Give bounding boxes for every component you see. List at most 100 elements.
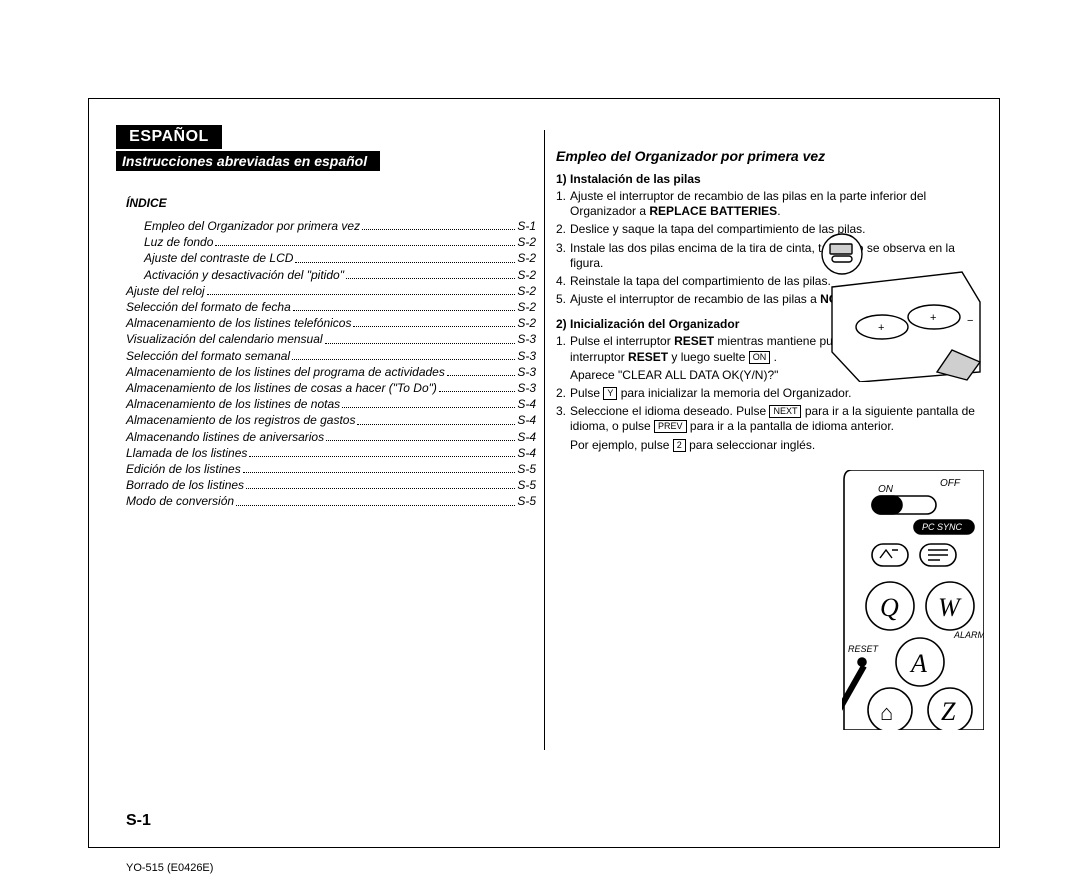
index-page: S-2: [517, 234, 536, 250]
step-number: 2.: [556, 386, 570, 401]
index-row: Llamada de los listinesS-4: [126, 445, 536, 461]
index-row: Almacenamiento de los listines del progr…: [126, 364, 536, 380]
off-label: OFF: [940, 478, 961, 489]
index-page: S-4: [517, 412, 536, 428]
index-dots: [447, 364, 515, 376]
index-label: Almacenamiento de los listines telefónic…: [126, 315, 351, 331]
house-icon: ⌂: [880, 700, 893, 725]
step-text: Por ejemplo, pulse 2 para seleccionar in…: [570, 438, 984, 453]
index-page: S-2: [517, 299, 536, 315]
index-dots: [439, 380, 515, 392]
index-page: S-3: [517, 348, 536, 364]
language-label: ESPAÑOL: [116, 125, 222, 149]
step-number: 3.: [556, 241, 570, 271]
index-dots: [325, 331, 516, 343]
index-heading: Índice: [126, 196, 536, 210]
on-label: ON: [878, 484, 894, 495]
index-label: Empleo del Organizador por primera vez: [144, 218, 360, 234]
doc-id: YO-515 (E0426E): [126, 862, 213, 874]
index-row: Almacenamiento de los listines de cosas …: [126, 380, 536, 396]
step-number: [556, 438, 570, 453]
step-text: Ajuste el interruptor de recambio de las…: [570, 189, 984, 219]
index-dots: [243, 461, 516, 473]
instruction-step: 3.Seleccione el idioma deseado. Pulse NE…: [556, 404, 984, 434]
key-z: Z: [941, 697, 956, 726]
index-label: Edición de los listines: [126, 461, 241, 477]
index-row: Almacenamiento de los listines de notasS…: [126, 396, 536, 412]
step-number: 1.: [556, 334, 570, 364]
index-page: S-3: [517, 380, 536, 396]
index-page: S-1: [517, 218, 536, 234]
index-dots: [215, 234, 515, 246]
index-row: Almacenamiento de los registros de gasto…: [126, 412, 536, 428]
index-label: Visualización del calendario mensual: [126, 331, 323, 347]
pcsync-label: PC SYNC: [922, 522, 963, 532]
index-page: S-2: [517, 315, 536, 331]
figure-battery: + − +: [812, 232, 984, 382]
index-label: Borrado de los listines: [126, 477, 244, 493]
index-row: Almacenamiento de los listines telefónic…: [126, 315, 536, 331]
key-q: Q: [880, 593, 899, 622]
subtitle-bar: Instrucciones abreviadas en español: [116, 151, 380, 171]
index-page: S-4: [517, 429, 536, 445]
index-page: S-5: [517, 461, 536, 477]
index-dots: [295, 250, 515, 262]
index-dots: [246, 477, 515, 489]
index-dots: [207, 283, 516, 295]
index-dots: [362, 218, 515, 230]
key-a: A: [909, 649, 927, 678]
index-label: Almacenamiento de los listines de cosas …: [126, 380, 437, 396]
index-page: S-4: [517, 396, 536, 412]
index-page: S-5: [517, 477, 536, 493]
index-page: S-2: [517, 250, 536, 266]
index-dots: [353, 315, 515, 327]
battery-svg: + − +: [812, 232, 984, 382]
manual-page: ESPAÑOL Instrucciones abreviadas en espa…: [0, 0, 1080, 874]
index-dots: [342, 396, 515, 408]
step-number: 3.: [556, 404, 570, 434]
index-label: Activación y desactivación del "pitido": [144, 267, 344, 283]
figure-keyboard: ON OFF PC SYNC ALARM RESET Q W A Z ⌂: [842, 470, 984, 730]
step-number: [556, 368, 570, 383]
step-number: 1.: [556, 189, 570, 219]
index-dots: [357, 412, 515, 424]
index-row: Ajuste del relojS-2: [126, 283, 536, 299]
step-text: Pulse Y para inicializar la memoria del …: [570, 386, 984, 401]
plus-label-1: +: [878, 322, 884, 334]
index-label: Selección del formato semanal: [126, 348, 290, 364]
index-row: Ajuste del contraste de LCDS-2: [126, 250, 536, 266]
index-row: Borrado de los listines S-5: [126, 477, 536, 493]
step-number: 2.: [556, 222, 570, 237]
instruction-step: 1.Ajuste el interruptor de recambio de l…: [556, 189, 984, 219]
minus-label: −: [967, 315, 973, 327]
index-row: Visualización del calendario mensual S-3: [126, 331, 536, 347]
index-row: Selección del formato semanal S-3: [126, 348, 536, 364]
column-divider: [544, 130, 545, 750]
plus-label-2: +: [930, 312, 936, 324]
index-page: S-3: [517, 331, 536, 347]
index-page: S-5: [517, 493, 536, 509]
index-row: Activación y desactivación del "pitido" S…: [126, 267, 536, 283]
keyboard-svg: ON OFF PC SYNC ALARM RESET Q W A Z ⌂: [842, 470, 984, 730]
index-label: Almacenamiento de los registros de gasto…: [126, 412, 355, 428]
index-row: Luz de fondo S-2: [126, 234, 536, 250]
index-label: Luz de fondo: [144, 234, 213, 250]
section-title: Empleo del Organizador por primera vez: [556, 148, 984, 164]
index-row: Edición de los listines S-5: [126, 461, 536, 477]
page-number: S-1: [126, 812, 151, 830]
index-column: Índice Empleo del Organizador por primer…: [126, 196, 536, 510]
index-page: S-2: [517, 267, 536, 283]
index-label: Almacenando listines de aniversarios: [126, 429, 324, 445]
index-dots: [293, 299, 516, 311]
index-row: Almacenando listines de aniversarios S-4: [126, 429, 536, 445]
index-row: Modo de conversiónS-5: [126, 493, 536, 509]
instruction-step: Por ejemplo, pulse 2 para seleccionar in…: [556, 438, 984, 453]
index-dots: [236, 493, 515, 505]
index-page: S-4: [517, 445, 536, 461]
index-row: Selección del formato de fecha S-2: [126, 299, 536, 315]
index-page: S-3: [517, 364, 536, 380]
index-label: Selección del formato de fecha: [126, 299, 291, 315]
step-number: 4.: [556, 274, 570, 289]
reset-label: RESET: [848, 644, 880, 654]
instruction-step: 2.Pulse Y para inicializar la memoria de…: [556, 386, 984, 401]
